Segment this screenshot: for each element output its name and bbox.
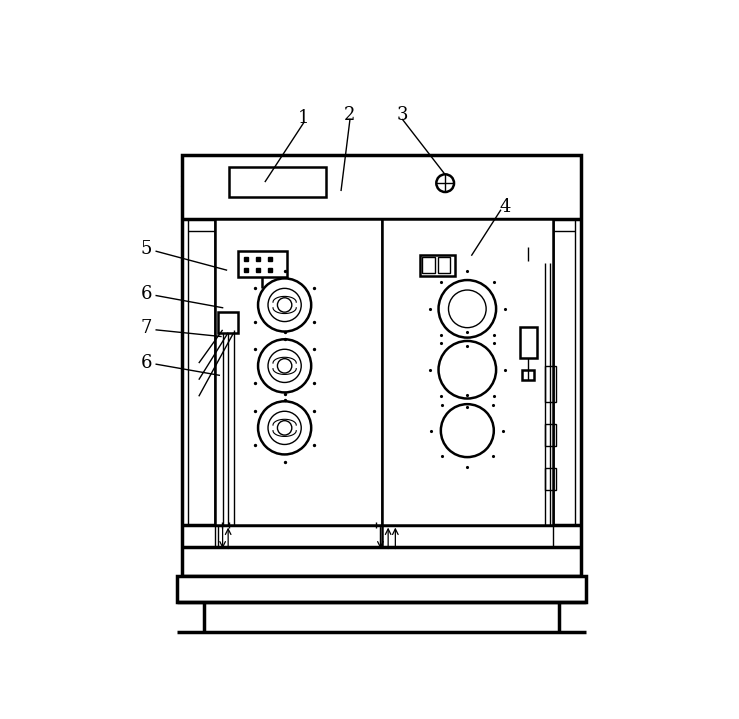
Bar <box>420 255 455 275</box>
Bar <box>423 257 435 273</box>
Bar <box>545 366 556 402</box>
Text: 6: 6 <box>140 285 152 303</box>
Bar <box>545 424 556 446</box>
Text: 2: 2 <box>344 106 355 124</box>
Text: 4: 4 <box>500 198 511 216</box>
Bar <box>522 370 534 380</box>
Bar <box>177 576 586 603</box>
Bar <box>545 468 556 490</box>
Bar <box>229 167 326 197</box>
Bar <box>438 257 450 273</box>
Text: 1: 1 <box>299 109 310 127</box>
Text: 3: 3 <box>397 106 408 124</box>
Bar <box>237 251 287 278</box>
Bar <box>218 311 237 333</box>
Bar <box>381 219 553 525</box>
Text: 6: 6 <box>140 354 152 372</box>
Bar <box>215 219 381 525</box>
Bar <box>183 155 581 576</box>
Text: 5: 5 <box>140 240 152 258</box>
Text: 7: 7 <box>140 319 152 337</box>
Bar <box>520 327 537 357</box>
